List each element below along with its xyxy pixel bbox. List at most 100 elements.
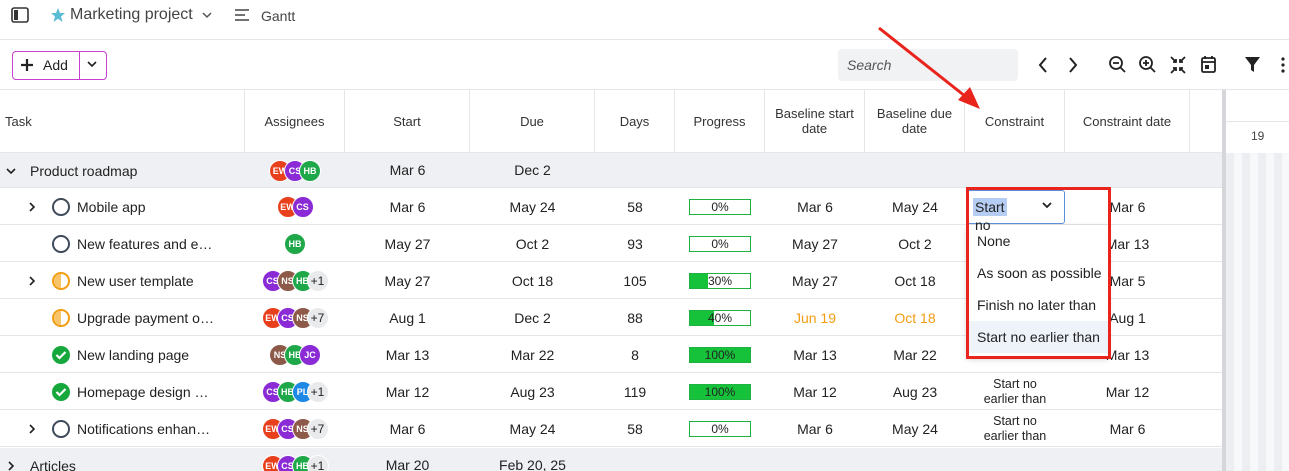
task-name[interactable]: Upgrade payment o…: [77, 310, 214, 326]
due: Feb 20, 25: [499, 457, 566, 471]
start: Mar 6: [389, 162, 426, 178]
expand-chevron: [8, 460, 15, 471]
progress-label: 30%: [707, 274, 733, 288]
avatar: CS: [291, 196, 314, 218]
dropdown-option[interactable]: Finish no later than: [977, 297, 1097, 313]
status-icon: [52, 420, 70, 438]
expand-chevron: [29, 202, 36, 212]
due: Dec 2: [514, 309, 551, 326]
task-row[interactable]: Notifications enhan… EW CS NS +7 Mar 6 May 24 5…: [0, 411, 1222, 447]
progress-label: 0%: [711, 237, 729, 251]
progress-label: 100%: [704, 348, 736, 362]
column-header[interactable]: Days: [595, 90, 675, 153]
start: Mar 6: [389, 420, 426, 437]
column-header[interactable]: Constraint date: [1065, 90, 1190, 153]
baseline-due: May 24: [892, 198, 938, 215]
task-row[interactable]: Upgrade payment o… EW CS NS +7 Aug 1 Dec 2 88 40…: [0, 300, 1222, 336]
task-name[interactable]: Articles: [30, 457, 76, 471]
progress-label: 100%: [704, 385, 736, 399]
column-header[interactable]: Constraint: [965, 90, 1065, 153]
column-header[interactable]: Baseline due date: [865, 90, 965, 153]
column-header[interactable]: Assignees: [245, 90, 345, 153]
constraint-date: Mar 6: [1109, 198, 1146, 215]
dropdown-option[interactable]: As soon as possible: [977, 265, 1102, 281]
status-icon: [52, 309, 70, 327]
avatar-more: +1: [306, 454, 329, 471]
task-grid: Task Assignees Start Due Days Progress Baselin…: [0, 90, 1222, 471]
days: 93: [627, 235, 643, 252]
task-name[interactable]: Mobile app: [77, 199, 146, 215]
start: May 27: [384, 235, 431, 252]
top-bar: [0, 0, 1289, 40]
baseline-start: Mar 6: [797, 420, 833, 437]
task-name[interactable]: Homepage design …: [77, 384, 209, 400]
column-header[interactable]: Task: [0, 90, 245, 153]
task-row[interactable]: Homepage design … CS HB PL +1 Mar 12 Aug 23 119…: [0, 374, 1222, 410]
view-name[interactable]: Gantt: [261, 8, 296, 24]
progress-label: 0%: [711, 200, 729, 214]
status-icon: [52, 346, 70, 364]
dropdown-option[interactable]: Start no earlier than: [967, 321, 1108, 353]
annotation-arrow: [878, 26, 980, 109]
progress-fill: [690, 311, 714, 325]
task-name[interactable]: Product roadmap: [30, 162, 138, 179]
constraint-date: Mar 12: [1105, 383, 1150, 400]
expand-chevron: [6, 167, 16, 174]
baseline-due: Mar 22: [893, 346, 937, 363]
progress-bar: 40%: [689, 310, 751, 326]
baseline-start: May 27: [792, 272, 838, 289]
list-icon: [235, 9, 249, 21]
avatar-more: +7: [306, 418, 329, 440]
dropdown-selected[interactable]: Start no: [973, 198, 1007, 233]
task-name[interactable]: New user template: [77, 273, 194, 289]
start: Mar 12: [385, 383, 430, 400]
baseline-due: Oct 18: [894, 272, 936, 289]
column-header[interactable]: Start: [345, 90, 470, 153]
progress-fill: [690, 385, 750, 399]
task-name[interactable]: Notifications enhan…: [77, 421, 211, 437]
status-icon: [52, 235, 70, 253]
group-row[interactable]: Articles EW CS HB +1 Mar 20 Feb 20, 25: [0, 448, 1222, 471]
column-header[interactable]: Baseline start date: [765, 90, 865, 153]
dropdown-chevron: [1042, 202, 1052, 209]
task-row[interactable]: New user template CS NS HB +1 May 27 Oct 18 105…: [0, 263, 1222, 299]
constraint-date: Mar 6: [1109, 420, 1146, 437]
baseline-due: May 24: [892, 420, 938, 437]
progress-bar: 100%: [689, 347, 751, 363]
status-icon: [52, 198, 70, 216]
progress-label: 40%: [707, 311, 733, 325]
add-divider: [79, 52, 80, 79]
due: May 24: [509, 198, 556, 215]
progress-bar: 100%: [689, 384, 751, 400]
constraint-dropdown: Start no None As soon as possible Finish no…: [0, 0, 1111, 359]
start: Mar 20: [385, 457, 430, 471]
add-button[interactable]: [12, 51, 107, 80]
group-row[interactable]: Product roadmap EW CS HB Mar 6 Dec 2: [0, 153, 1222, 188]
project-chevron[interactable]: [201, 10, 213, 20]
dropdown-option[interactable]: None: [977, 233, 1011, 249]
toolbar-separator: [0, 89, 1289, 90]
baseline-start: Jun 19: [793, 309, 837, 326]
constraint-date: Mar 13: [1105, 235, 1150, 252]
toolbar-icons[interactable]: [1030, 52, 1289, 78]
due: Mar 22: [510, 346, 555, 363]
sidebar-toggle[interactable]: [11, 7, 29, 23]
add-menu-chevron[interactable]: [86, 60, 98, 70]
avatar: HB: [299, 159, 321, 182]
project-name[interactable]: Marketing project: [70, 6, 193, 23]
constraint-value: Start no earlier than: [983, 377, 1047, 406]
task-row[interactable]: New features and e… HB May 27 Oct 2 93 0% May …: [0, 226, 1222, 262]
add-icon: [21, 59, 33, 71]
add-label[interactable]: Add: [43, 57, 68, 73]
due: May 24: [509, 420, 556, 437]
task-name[interactable]: New features and e…: [77, 236, 213, 252]
task-name[interactable]: New landing page: [77, 347, 190, 363]
constraint-date: Mar 5: [1109, 272, 1146, 289]
annotation-box: [966, 187, 1111, 359]
column-header[interactable]: Progress: [675, 90, 765, 153]
avatar-more: +1: [306, 381, 329, 403]
column-header[interactable]: Due: [470, 90, 595, 153]
column-header-filler: [1190, 90, 1222, 153]
task-row[interactable]: Mobile app EW CS Mar 6 May 24 58 0% Mar 6 May 24…: [0, 189, 1222, 225]
